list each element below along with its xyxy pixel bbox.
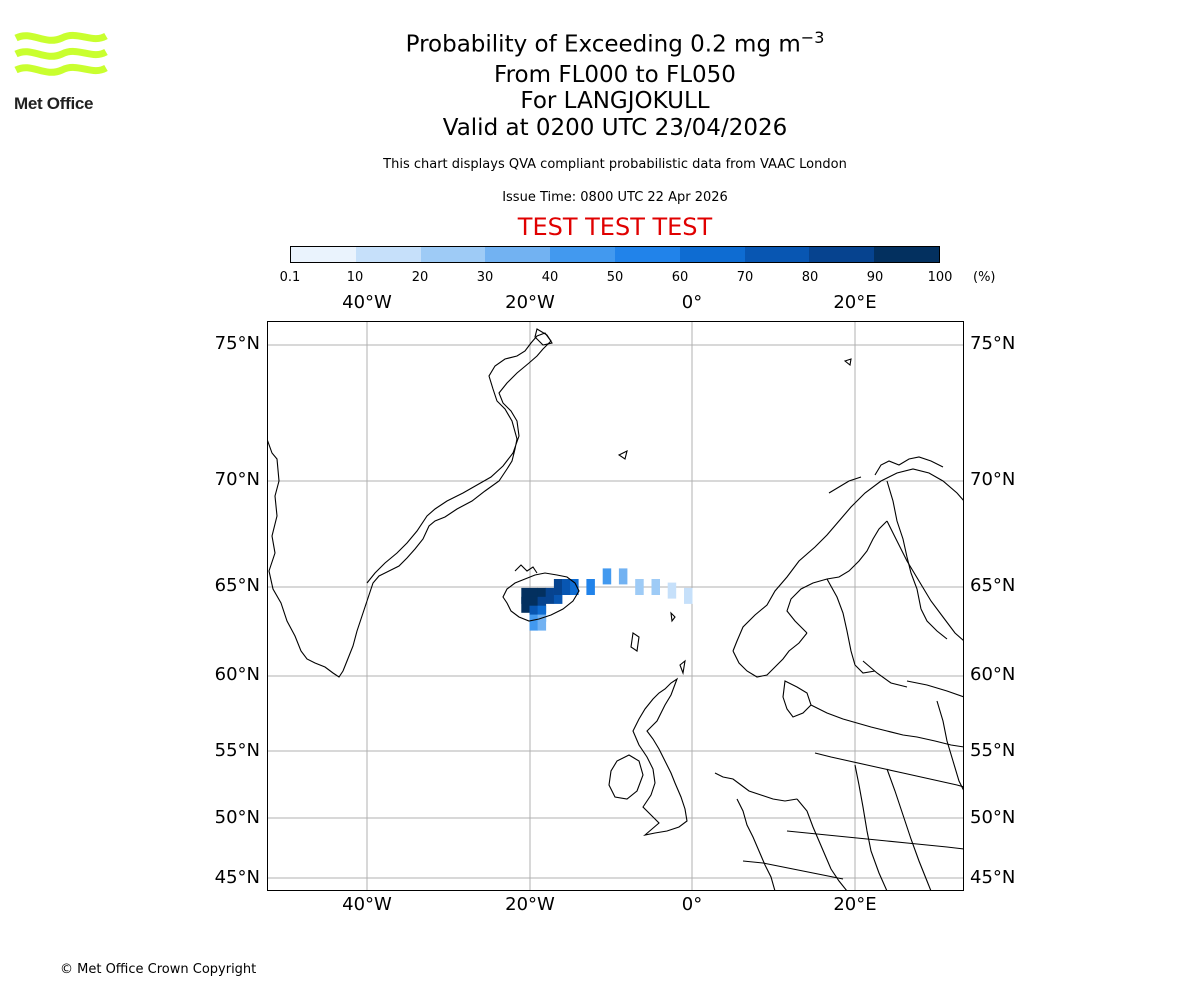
plume-cell xyxy=(602,568,612,585)
iceland-coast xyxy=(502,572,580,622)
lat-label: 50°N xyxy=(970,807,1016,828)
lat-label: 55°N xyxy=(214,740,260,761)
lon-label: 0° xyxy=(681,894,703,915)
chart-title: Probability of Exceeding 0.2 mg m−3 xyxy=(0,28,1200,58)
lat-label: 50°N xyxy=(214,807,260,828)
lon-label: 20°E xyxy=(833,292,877,313)
copyright-text: © Met Office Crown Copyright xyxy=(60,962,257,977)
lat-label: 60°N xyxy=(970,664,1016,685)
title-line1: Probability of Exceeding 0.2 mg m xyxy=(405,31,801,58)
colorbar-tick-label: 90 xyxy=(866,270,884,285)
lon-label: 20°E xyxy=(833,894,877,915)
met-office-waves-icon xyxy=(14,31,108,76)
colorbar-tick-label: 50 xyxy=(606,270,624,285)
met-office-logo: Met Office xyxy=(14,30,114,115)
colorbar-tick-label: 100 xyxy=(927,270,953,285)
colorbar-tick-label: 30 xyxy=(476,270,494,285)
plume-cell xyxy=(529,587,538,604)
lon-label: 0° xyxy=(681,292,703,313)
lon-label: 20°W xyxy=(505,292,555,313)
lat-label: 70°N xyxy=(214,469,260,490)
lat-label: 45°N xyxy=(970,867,1016,888)
colorbar xyxy=(290,246,940,263)
plume-cell xyxy=(529,614,538,631)
plume-cell xyxy=(537,605,547,622)
great-britain-coast xyxy=(632,677,688,836)
title-volcano: For LANGJOKULL xyxy=(520,88,710,114)
coastlines xyxy=(267,328,964,891)
colorbar-tick-label: 60 xyxy=(671,270,689,285)
colorbar-segment xyxy=(874,247,939,262)
plume-cell xyxy=(562,579,571,595)
plume-cell xyxy=(635,579,644,595)
lat-label: 45°N xyxy=(214,867,260,888)
colorbar-tick-label: 80 xyxy=(801,270,819,285)
title-superscript: −3 xyxy=(800,28,825,47)
lon-label: 40°W xyxy=(342,894,392,915)
plume-cell xyxy=(618,568,628,585)
plume-cell xyxy=(537,587,547,604)
description-text: This chart displays QVA compliant probab… xyxy=(383,157,847,172)
plume-cell xyxy=(651,579,660,595)
lat-label: 75°N xyxy=(214,333,260,354)
ireland-coast xyxy=(608,754,644,800)
map-frame xyxy=(267,321,964,891)
plume-cell xyxy=(586,579,595,595)
plume-cell xyxy=(553,579,563,595)
issue-time: Issue Time: 0800 UTC 22 Apr 2026 xyxy=(502,190,728,205)
colorbar-segment xyxy=(679,247,745,262)
colorbar-segment xyxy=(420,247,486,262)
lat-label: 75°N xyxy=(970,333,1016,354)
plume-cell xyxy=(529,605,538,622)
map-panel xyxy=(267,321,964,891)
plume-cell xyxy=(553,587,563,604)
plume-cell xyxy=(537,596,547,613)
lon-label: 40°W xyxy=(342,292,392,313)
colorbar-segment xyxy=(485,247,551,262)
lat-label: 65°N xyxy=(970,575,1016,596)
plume-cell xyxy=(521,596,530,613)
plume-cell xyxy=(667,582,677,599)
lon-label: 20°W xyxy=(505,894,555,915)
colorbar-segment xyxy=(809,247,875,262)
plume-cell xyxy=(521,587,530,604)
lat-label: 70°N xyxy=(970,469,1016,490)
colorbar-tick-label: 10 xyxy=(346,270,364,285)
colorbar-segment xyxy=(550,247,615,262)
lat-label: 65°N xyxy=(214,575,260,596)
test-banner: TEST TEST TEST xyxy=(517,213,713,241)
colorbar-segment xyxy=(614,247,680,262)
colorbar-tick-label: 20 xyxy=(411,270,429,285)
lat-label: 60°N xyxy=(214,664,260,685)
colorbar-segment xyxy=(291,247,356,262)
colorbar-tick-label: 40 xyxy=(541,270,559,285)
scandinavia-coast xyxy=(732,468,964,652)
logo-text: Met Office xyxy=(14,94,94,113)
colorbar-tick-label: 0.1 xyxy=(279,270,301,285)
lat-label: 55°N xyxy=(970,740,1016,761)
colorbar-segment xyxy=(355,247,421,262)
title-flight-levels: From FL000 to FL050 xyxy=(494,62,736,88)
ash-probability-plume xyxy=(521,568,693,631)
plume-cell xyxy=(545,587,555,604)
title-valid-time: Valid at 0200 UTC 23/04/2026 xyxy=(442,115,788,141)
plume-cell xyxy=(570,579,579,595)
plume-cell xyxy=(529,596,538,613)
plume-cell xyxy=(537,614,547,631)
colorbar-tick-label: 70 xyxy=(736,270,754,285)
greenland-coast xyxy=(267,332,552,678)
colorbar-segment xyxy=(744,247,810,262)
colorbar-unit: (%) xyxy=(973,270,996,285)
plume-cell xyxy=(684,587,693,604)
